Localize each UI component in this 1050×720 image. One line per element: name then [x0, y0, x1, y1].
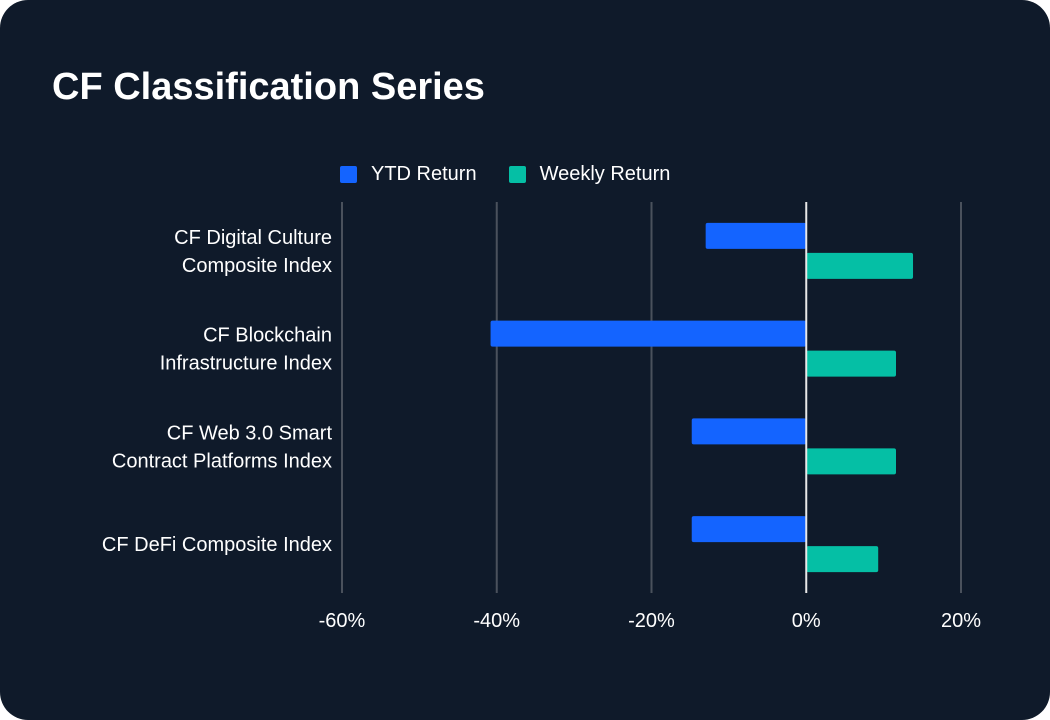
category-label-2: CF Web 3.0 Smart Contract Platforms Index	[112, 422, 333, 472]
bar-weekly-0	[806, 252, 914, 279]
bar-weekly-3	[806, 546, 879, 573]
bar-weekly-2	[806, 448, 897, 475]
grid-layer	[341, 202, 962, 593]
x-tick-label-0: -60%	[319, 610, 366, 632]
bar-ytd-2	[691, 418, 807, 445]
category-label-3-line-0: CF DeFi Composite Index	[102, 534, 332, 556]
tick-label-layer: -60% -40% -20% 0% 20%	[319, 610, 982, 632]
chart-title: CF Classification Series	[52, 66, 485, 108]
category-label-0-line-0: CF Digital Culture	[174, 227, 332, 249]
x-tick-label-1: -40%	[473, 610, 520, 632]
legend-item-ytd[interactable]: YTD Return	[340, 163, 477, 186]
legend: YTD Return Weekly Return	[340, 160, 702, 188]
category-label-2-line-0: CF Web 3.0 Smart	[167, 422, 333, 444]
bar-ytd-1	[490, 320, 807, 347]
bar-ytd-3	[691, 516, 807, 543]
category-label-2-line-1: Contract Platforms Index	[112, 450, 332, 472]
x-tick-label-4: 20%	[941, 610, 981, 632]
bar-ytd-0	[705, 222, 807, 249]
legend-item-weekly[interactable]: Weekly Return	[508, 162, 671, 186]
category-label-0-line-1: Composite Index	[182, 255, 332, 277]
legend-swatch-ytd	[340, 165, 357, 183]
legend-label-ytd: YTD Return	[371, 162, 477, 185]
x-tick-label-2: -20%	[628, 610, 675, 632]
legend-swatch-weekly	[508, 165, 526, 183]
category-label-0: CF Digital Culture Composite Index	[174, 227, 332, 277]
x-tick-label-3: 0%	[792, 610, 821, 632]
bar-layer	[490, 222, 914, 573]
category-label-1-line-0: CF Blockchain	[203, 325, 332, 347]
category-label-3: CF DeFi Composite Index	[102, 534, 332, 556]
bar-weekly-1	[806, 350, 897, 377]
category-label-1-line-1: Infrastructure Index	[160, 353, 332, 375]
category-label-1: CF Blockchain Infrastructure Index	[160, 325, 332, 375]
legend-label-weekly: Weekly Return	[539, 162, 671, 185]
category-label-layer: CF Digital Culture Composite Index CF Bloc…	[102, 227, 333, 556]
